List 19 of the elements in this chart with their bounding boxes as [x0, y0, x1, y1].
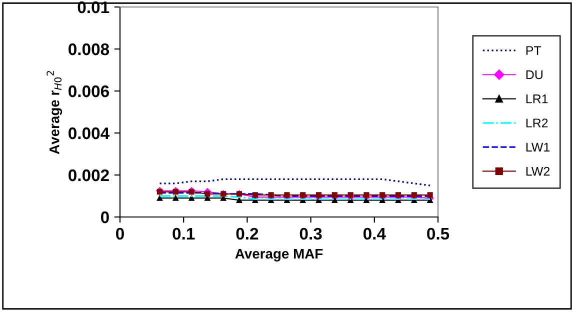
legend-label: LR1 [526, 94, 548, 104]
x-tick-label: 0.3 [300, 228, 322, 240]
legend-label: LR2 [526, 118, 548, 128]
x-tick-label: 0.5 [427, 228, 450, 240]
y-axis-title: Average r$_{H0}$$^{2}$ [46, 70, 62, 154]
x-tick-label: 0.4 [363, 228, 386, 240]
y-tick-label: 0.006 [68, 85, 109, 98]
legend-label: LW1 [526, 142, 550, 152]
legend-label: DU [526, 70, 542, 80]
x-axis-title: Average MAF [235, 248, 323, 262]
y-tick-label: 0.004 [68, 127, 110, 140]
legend-label: PT [526, 46, 542, 55]
x-tick-label: 0.2 [236, 228, 258, 240]
x-tick-label: 0.1 [172, 228, 195, 240]
x-tick-label: 0 [116, 228, 124, 240]
y-tick-label: 0.008 [68, 43, 110, 56]
legend-label: LW2 [526, 166, 550, 176]
y-tick-label: 0 [100, 211, 109, 224]
y-tick-label: 0.002 [68, 169, 109, 182]
